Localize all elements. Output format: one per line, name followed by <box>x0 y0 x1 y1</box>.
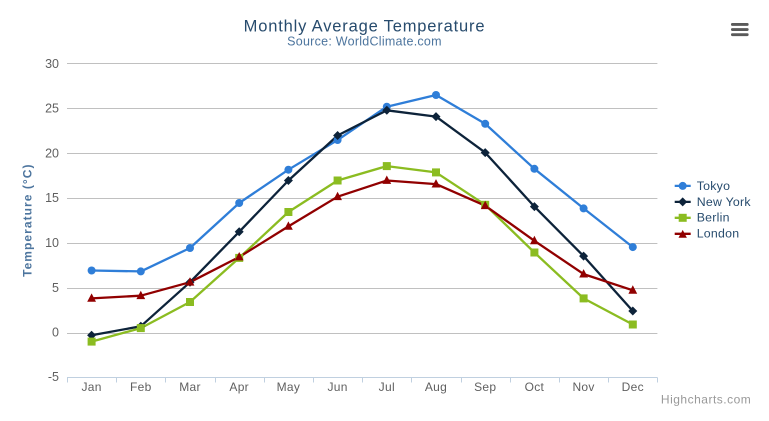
svg-text:Nov: Nov <box>572 380 594 394</box>
svg-text:Apr: Apr <box>229 380 249 394</box>
svg-text:15: 15 <box>45 191 59 205</box>
svg-text:Feb: Feb <box>130 380 152 394</box>
svg-text:Berlin: Berlin <box>697 211 730 225</box>
svg-text:Mar: Mar <box>179 380 201 394</box>
svg-text:May: May <box>277 380 301 394</box>
svg-text:Sep: Sep <box>474 380 496 394</box>
svg-text:Monthly Average Temperature: Monthly Average Temperature <box>244 18 486 36</box>
svg-text:Jan: Jan <box>81 380 101 394</box>
svg-text:5: 5 <box>52 281 59 295</box>
svg-text:10: 10 <box>45 236 59 250</box>
svg-text:Tokyo: Tokyo <box>697 179 731 193</box>
svg-text:Dec: Dec <box>622 380 644 394</box>
svg-text:Jun: Jun <box>327 380 347 394</box>
svg-text:Highcharts.com: Highcharts.com <box>661 392 751 406</box>
svg-text:London: London <box>697 226 740 240</box>
svg-text:0: 0 <box>52 326 59 340</box>
svg-text:-5: -5 <box>48 370 59 384</box>
svg-text:20: 20 <box>45 146 59 160</box>
svg-text:Jul: Jul <box>379 380 395 394</box>
svg-text:Source: WorldClimate.com: Source: WorldClimate.com <box>287 35 442 49</box>
svg-text:Temperature (°C): Temperature (°C) <box>21 163 35 276</box>
svg-text:30: 30 <box>45 57 59 71</box>
svg-text:New York: New York <box>697 195 752 209</box>
svg-text:25: 25 <box>45 102 59 116</box>
svg-text:Oct: Oct <box>525 380 545 394</box>
svg-text:Aug: Aug <box>425 380 447 394</box>
